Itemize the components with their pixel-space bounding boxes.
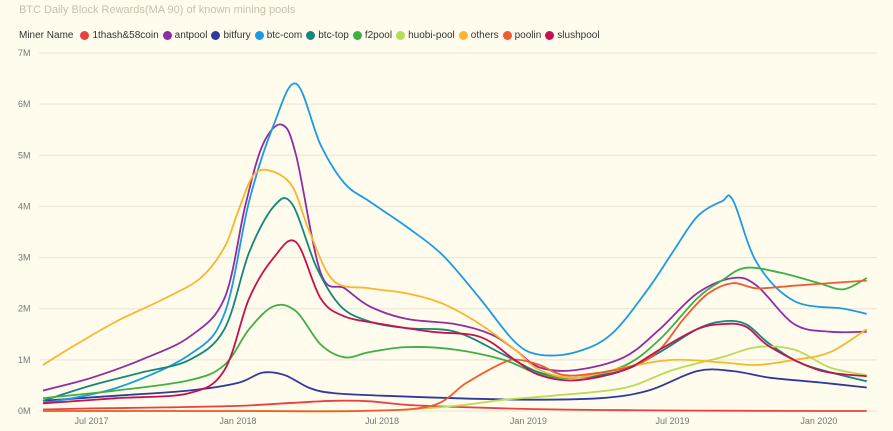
- legend-item-huobi-pool[interactable]: huobi-pool: [396, 30, 455, 41]
- y-tick-label: 2M: [18, 304, 31, 314]
- legend-label: huobi-pool: [408, 29, 455, 41]
- legend-swatch: [502, 30, 512, 40]
- legend-item-slushpool[interactable]: slushpool: [545, 29, 600, 41]
- legend-label: btc-top: [318, 29, 349, 41]
- series-line-huobi-pool: [42, 345, 867, 412]
- chart-title: BTC Daily Block Rewards(MA 90) of known …: [19, 4, 296, 16]
- x-tick-label: Jul 2018: [365, 416, 399, 426]
- x-axis: Jul 2017 Jan 2018 Jul 2018 Jan 2019 Jul 2019…: [75, 416, 838, 426]
- chart-legend: Miner Name 1thash&58coin antpool bitfury bt…: [19, 28, 604, 42]
- legend-swatch: [545, 30, 555, 40]
- legend-swatch: [162, 30, 172, 40]
- y-axis: 0M 1M 2M 3M 4M 5M 6M 7M: [18, 48, 31, 416]
- legend-title: Miner Name: [19, 29, 74, 41]
- series-lines: [42, 82, 868, 413]
- series-line-bitfury: [42, 368, 867, 402]
- legend-label: poolin: [514, 29, 542, 41]
- x-tick-label: Jul 2019: [655, 416, 689, 426]
- y-tick-label: 4M: [18, 201, 31, 211]
- series-line-btc-com: [42, 82, 867, 405]
- y-tick-label: 7M: [18, 48, 31, 58]
- legend-label: 1thash&58coin: [92, 29, 159, 41]
- legend-label: slushpool: [557, 29, 600, 41]
- x-tick-label: Jul 2017: [75, 416, 109, 426]
- series-line-others: [42, 168, 868, 379]
- legend-swatch: [211, 30, 221, 40]
- legend-item-antpool[interactable]: antpool: [162, 29, 208, 41]
- legend-item-btc-com[interactable]: btc-com: [254, 29, 303, 41]
- gridlines: [39, 52, 877, 412]
- legend-label: bitfury: [223, 29, 251, 41]
- legend-item-poolin[interactable]: poolin: [502, 29, 542, 41]
- legend-swatch: [396, 30, 406, 40]
- legend-swatch: [306, 30, 316, 40]
- legend-item-btc-top[interactable]: btc-top: [306, 30, 349, 41]
- y-tick-label: 1M: [18, 355, 31, 365]
- legend-item-bitfury[interactable]: bitfury: [211, 29, 251, 41]
- legend-swatch: [254, 30, 264, 40]
- series-line-slushpool: [42, 239, 867, 405]
- x-tick-label: Jan 2019: [510, 416, 547, 426]
- y-tick-label: 3M: [18, 253, 31, 263]
- legend-label: others: [470, 29, 499, 41]
- y-tick-label: 0M: [18, 406, 31, 416]
- legend-label: antpool: [174, 29, 208, 41]
- legend-item-1thash-58coin[interactable]: 1thash&58coin: [80, 29, 159, 41]
- legend-item-others[interactable]: others: [458, 29, 499, 41]
- x-tick-label: Jan 2020: [800, 416, 837, 426]
- x-tick-label: Jan 2018: [219, 416, 256, 426]
- series-line-f2pool: [42, 266, 868, 400]
- legend-swatch: [458, 30, 468, 40]
- series-line-btc-top: [42, 197, 867, 402]
- legend-swatch: [80, 30, 90, 40]
- y-tick-label: 5M: [18, 150, 31, 160]
- series-line-poolin: [42, 279, 867, 413]
- legend-item-f2pool[interactable]: f2pool: [352, 29, 393, 41]
- legend-label: btc-com: [266, 29, 303, 41]
- y-tick-label: 6M: [18, 99, 31, 109]
- series-line-1thash-58coin: [42, 399, 867, 412]
- series-line-antpool: [42, 123, 867, 392]
- legend-label: f2pool: [364, 29, 393, 41]
- legend-swatch: [352, 30, 362, 40]
- legend-items: 1thash&58coin antpool bitfury btc-com btc-to…: [80, 30, 603, 41]
